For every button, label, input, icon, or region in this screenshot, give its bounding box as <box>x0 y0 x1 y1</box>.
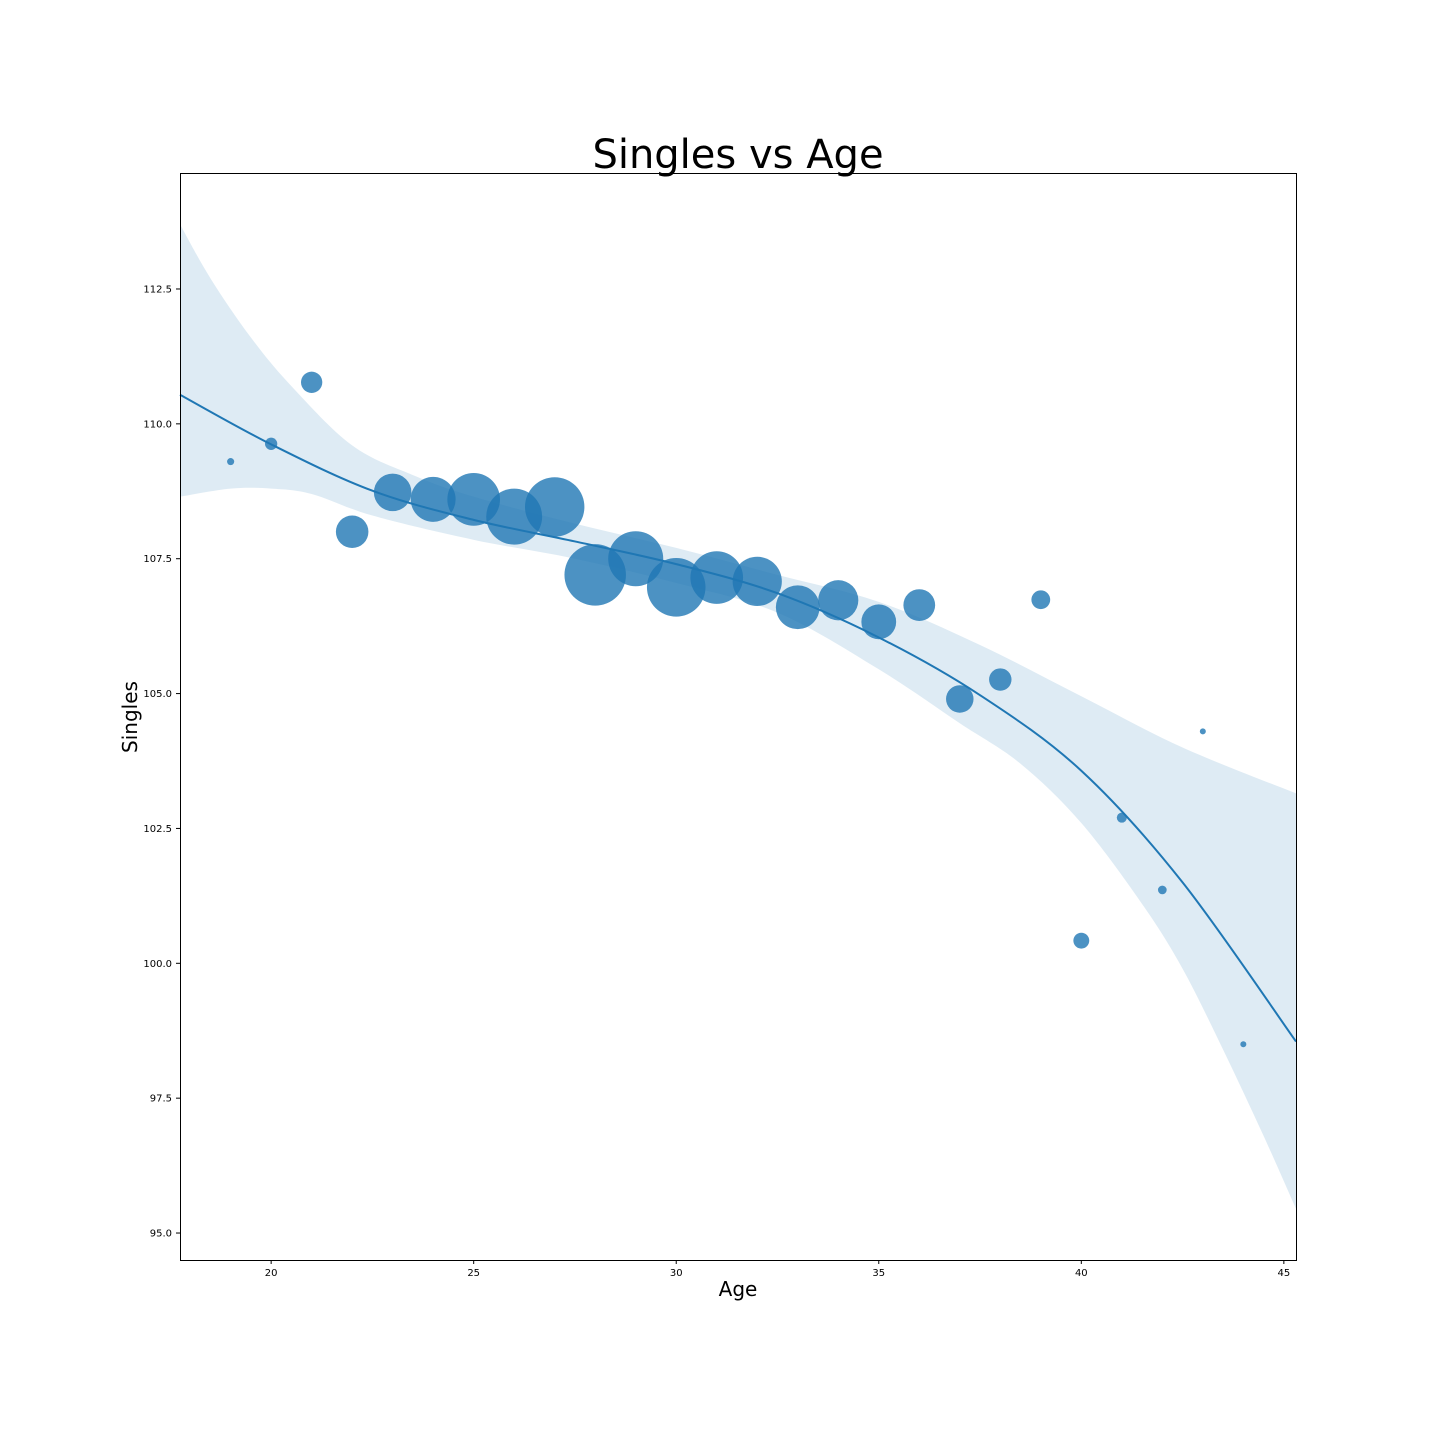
data-point <box>524 477 585 537</box>
data-point <box>373 473 412 512</box>
data-point <box>608 531 664 587</box>
data-point <box>818 580 859 621</box>
x-tick-label: 30 <box>670 1268 683 1279</box>
data-point <box>646 558 706 617</box>
data-point <box>903 589 936 621</box>
x-tick-label: 20 <box>265 1268 278 1279</box>
x-tick-label: 25 <box>467 1268 480 1279</box>
data-point <box>1073 932 1090 949</box>
data-point <box>1157 885 1167 895</box>
axes-frame <box>180 173 1297 1261</box>
data-point <box>1199 728 1206 735</box>
data-point <box>335 515 369 549</box>
x-tick-label: 45 <box>1277 1268 1290 1279</box>
y-tick-label: 112.5 <box>143 284 172 295</box>
y-tick-label: 102.5 <box>143 824 172 835</box>
confidence-band <box>180 224 1296 1209</box>
regression-line <box>179 393 1297 1043</box>
data-point <box>946 685 974 713</box>
data-point <box>861 604 897 640</box>
y-axis-label: Singles <box>118 681 142 753</box>
data-point <box>410 476 456 522</box>
chart-title: Singles vs Age <box>592 132 883 178</box>
data-points <box>227 371 1247 1048</box>
y-tick-label: 95.0 <box>150 1229 172 1240</box>
y-tick-label: 97.5 <box>150 1094 172 1105</box>
x-tick-label: 40 <box>1075 1268 1088 1279</box>
y-tick-label: 107.5 <box>143 554 172 565</box>
data-point <box>989 668 1012 691</box>
data-point <box>732 556 782 606</box>
plot-area <box>179 224 1297 1209</box>
x-axis-ticks: 20 25 30 35 40 45 <box>265 1260 1290 1279</box>
data-point <box>227 458 235 466</box>
data-point <box>690 551 744 604</box>
data-point <box>1240 1041 1247 1048</box>
x-axis-label: Age <box>719 1277 758 1301</box>
y-axis-ticks: 95.0 97.5 100.0 102.5 105.0 107.5 110.0 112.5 <box>143 284 180 1240</box>
data-point <box>301 371 323 393</box>
x-tick-label: 35 <box>872 1268 885 1279</box>
y-tick-label: 105.0 <box>143 689 172 700</box>
y-tick-label: 110.0 <box>143 419 172 430</box>
y-tick-label: 100.0 <box>143 959 172 970</box>
data-point <box>1031 590 1051 610</box>
